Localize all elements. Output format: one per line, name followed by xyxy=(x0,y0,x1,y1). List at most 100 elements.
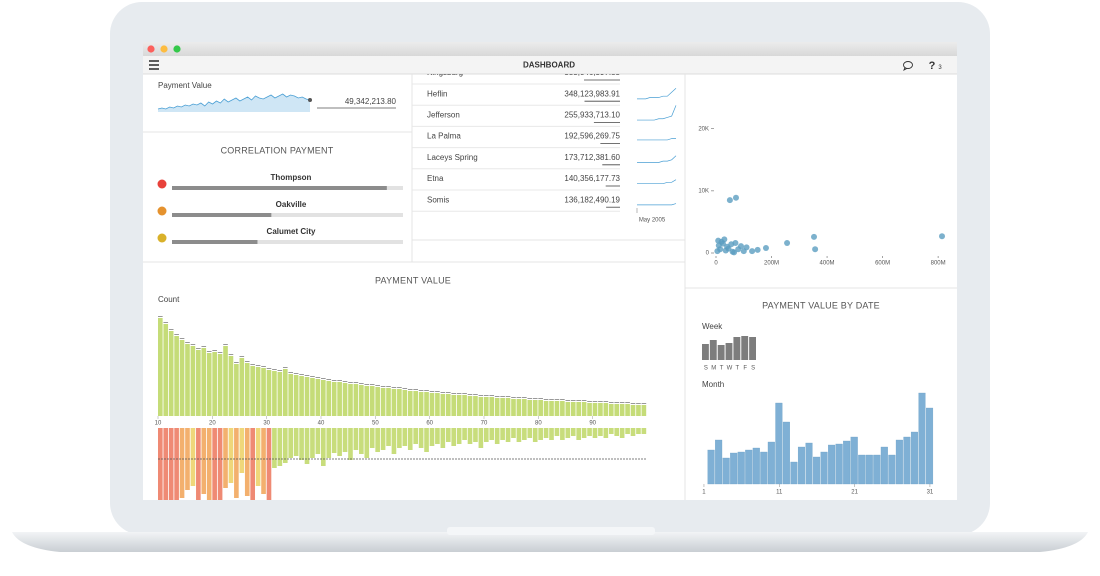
help-button[interactable]: ? xyxy=(929,60,936,72)
x-tick-label: 20 xyxy=(209,421,216,427)
scatter-point xyxy=(939,233,946,240)
row-name: Somis xyxy=(427,195,449,204)
histogram-bar xyxy=(630,405,636,416)
lower-bar xyxy=(576,428,581,440)
histogram-bar xyxy=(608,404,614,416)
lower-bar xyxy=(261,428,266,494)
row-value: 353,046,397.55 xyxy=(564,68,620,77)
lower-bar xyxy=(321,428,326,466)
row-name: Kingsburg xyxy=(427,68,463,77)
histogram-bar xyxy=(500,398,505,416)
lower-bar xyxy=(250,428,255,500)
lower-bar xyxy=(310,428,315,458)
bar xyxy=(172,213,272,217)
scatter-point xyxy=(754,246,761,253)
row-value: 173,712,381.60 xyxy=(564,153,620,162)
histogram-bar xyxy=(402,390,408,416)
week-bar xyxy=(741,336,749,360)
x-tick-label: 31 xyxy=(927,490,934,496)
lower-bar xyxy=(630,428,636,436)
date-label: May 2005 xyxy=(639,218,666,224)
menu-button[interactable] xyxy=(149,60,159,70)
lower-bar xyxy=(163,428,169,500)
scatter-point xyxy=(784,240,791,247)
histogram-bar xyxy=(522,399,527,416)
x-tick-label: 200M xyxy=(764,261,779,267)
histogram-bar xyxy=(321,380,326,416)
month-bar xyxy=(767,441,775,485)
lower-bar xyxy=(402,428,408,446)
lower-bar xyxy=(386,428,391,446)
histogram-bar xyxy=(592,403,598,416)
bar xyxy=(172,240,258,244)
month-bar xyxy=(910,431,918,485)
lower-bar xyxy=(587,428,592,436)
histogram-bar xyxy=(641,405,647,416)
x-tick-label: 30 xyxy=(263,421,270,427)
month-bar xyxy=(775,402,783,485)
histogram-bar xyxy=(326,381,332,416)
histogram-bar xyxy=(179,340,185,416)
histogram-bar xyxy=(538,400,543,416)
lower-bar xyxy=(608,428,614,434)
histogram-bar xyxy=(174,336,179,416)
month-bar xyxy=(843,440,851,485)
histogram-bar xyxy=(315,379,321,416)
histogram-bar xyxy=(217,354,223,416)
row-sparkline xyxy=(637,105,677,121)
x-tick-label: 40 xyxy=(318,421,325,427)
lower-bar xyxy=(478,428,484,448)
histogram-bar xyxy=(282,369,288,416)
histogram-bar xyxy=(565,402,571,416)
lower-bar xyxy=(353,428,359,450)
laptop-base xyxy=(12,532,1088,552)
status-dot xyxy=(157,206,167,216)
lower-bar xyxy=(489,428,495,440)
histogram-bar xyxy=(467,396,473,416)
histogram-bar xyxy=(424,392,429,416)
histogram-bar xyxy=(407,391,413,416)
close-button[interactable] xyxy=(147,45,155,53)
x-tick-label: 600M xyxy=(875,261,890,267)
window-title: DASHBOARD xyxy=(523,61,575,70)
lower-bar xyxy=(445,428,451,442)
comment-icon-tail xyxy=(903,67,908,72)
histogram-bar xyxy=(462,395,467,416)
histogram-bar xyxy=(158,318,163,416)
x-tick-label: 90 xyxy=(589,421,596,427)
month-bar xyxy=(895,439,903,485)
histogram-bar xyxy=(228,356,234,416)
lower-bar xyxy=(418,428,424,448)
row-sparkline xyxy=(637,179,677,185)
histogram-bar xyxy=(505,398,511,416)
month-bar xyxy=(730,452,738,485)
month-bar xyxy=(760,451,768,485)
histogram-bar xyxy=(435,393,440,416)
lower-bar xyxy=(424,428,429,452)
lower-bar xyxy=(391,428,397,454)
lower-bar xyxy=(337,428,342,456)
lower-bar xyxy=(272,428,277,468)
scatter-point xyxy=(731,249,738,256)
lower-bar xyxy=(500,428,505,440)
scatter-point xyxy=(732,194,739,201)
x-tick-label: 80 xyxy=(535,421,542,427)
minimize-button[interactable] xyxy=(160,45,168,53)
week-bar xyxy=(749,337,756,360)
row-sparkline xyxy=(637,138,676,141)
month-bar xyxy=(707,449,715,485)
chart-label: Month xyxy=(702,380,724,389)
week-bar xyxy=(709,340,717,360)
lower-bar xyxy=(266,428,272,500)
row-name: Laceys Spring xyxy=(427,153,478,162)
lower-bar xyxy=(277,428,283,466)
comments-button[interactable] xyxy=(903,61,913,72)
lower-bar xyxy=(440,428,446,448)
month-bar xyxy=(835,443,843,485)
screen xyxy=(143,42,957,500)
maximize-button[interactable] xyxy=(173,45,181,53)
lower-bar xyxy=(364,428,370,458)
lower-bar xyxy=(217,428,223,500)
row-value: 192,596,269.75 xyxy=(564,132,620,141)
